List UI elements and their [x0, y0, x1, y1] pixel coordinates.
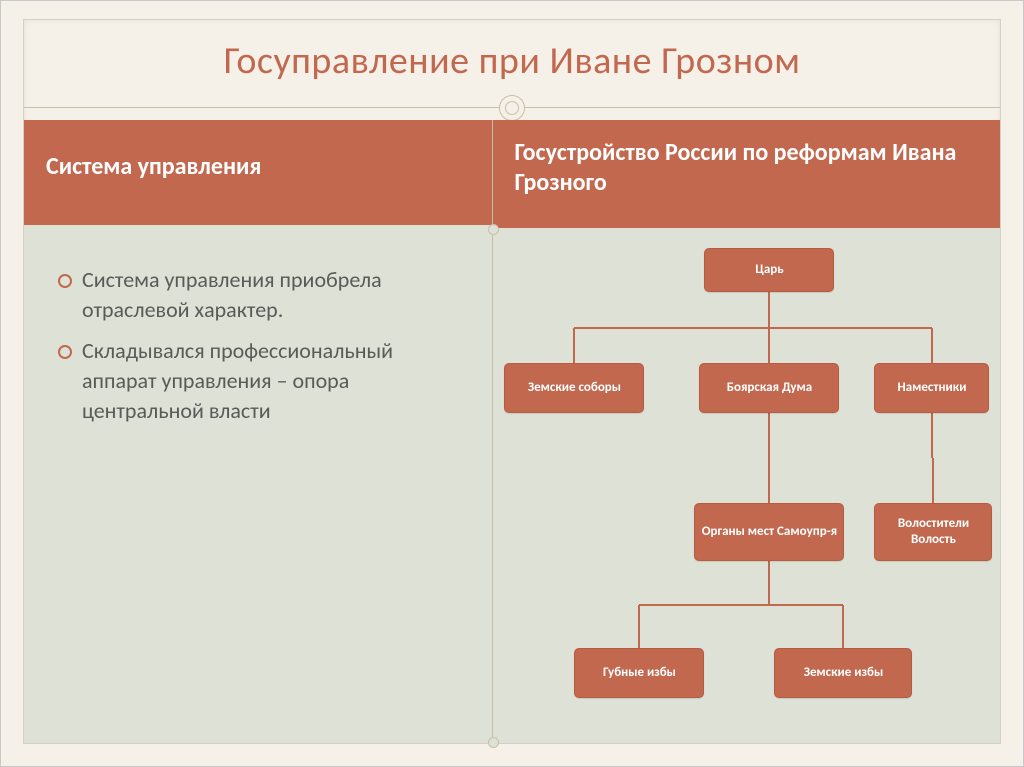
slide-inner: Госуправление при Иване Грозном Система …	[23, 19, 1001, 744]
chart-node-volost: Волостители Волость	[874, 503, 992, 561]
chart-connector	[638, 605, 640, 649]
chart-connector	[931, 328, 933, 364]
chart-connector	[932, 458, 934, 503]
chart-node-tsar: Царь	[704, 248, 834, 292]
chart-node-zemskie: Земские соборы	[504, 363, 644, 413]
org-chart: Царь Земские соборы Боярская Дума Наместник…	[444, 228, 996, 743]
bullet-item: Складывался профессиональный аппарат упр…	[58, 336, 470, 425]
chart-node-gubnye: Губные избы	[574, 648, 704, 698]
column-divider	[492, 120, 493, 743]
left-header: Система управления	[24, 120, 492, 225]
chart-connector	[931, 413, 933, 458]
slide: Госуправление при Иване Грозном Система …	[0, 0, 1024, 767]
columns: Система управления Система управления пр…	[24, 120, 1000, 743]
column-right: Госустройство России по реформам Ивана Г…	[492, 120, 1000, 743]
chart-connector	[768, 561, 770, 605]
chart-connector	[769, 604, 843, 606]
chart-node-duma: Боярская Дума	[699, 363, 839, 413]
chart-node-organy: Органы мест Самоупр-я	[694, 503, 844, 561]
chart-connector	[768, 292, 770, 328]
chart-connector	[573, 328, 575, 364]
slide-title: Госуправление при Иване Грозном	[24, 20, 1000, 94]
chart-connector	[768, 413, 770, 458]
chart-node-namest: Наместники	[874, 363, 989, 413]
chart-node-zemizby: Земские избы	[774, 648, 912, 698]
chart-connector	[769, 327, 932, 329]
column-left: Система управления Система управления пр…	[24, 120, 492, 743]
chart-connector	[574, 327, 769, 329]
chart-connector	[768, 328, 770, 364]
chart-connector	[768, 458, 770, 503]
right-header: Госустройство России по реформам Ивана Г…	[492, 120, 1000, 228]
title-divider	[24, 94, 1000, 122]
bullet-item: Система управления приобрела отраслевой …	[58, 265, 470, 324]
bullet-list: Система управления приобрела отраслевой …	[58, 265, 470, 425]
left-body: Система управления приобрела отраслевой …	[24, 225, 492, 743]
right-body: Царь Земские соборы Боярская Дума Наместник…	[492, 228, 1000, 743]
chart-connector	[842, 605, 844, 649]
chart-connector	[639, 604, 769, 606]
